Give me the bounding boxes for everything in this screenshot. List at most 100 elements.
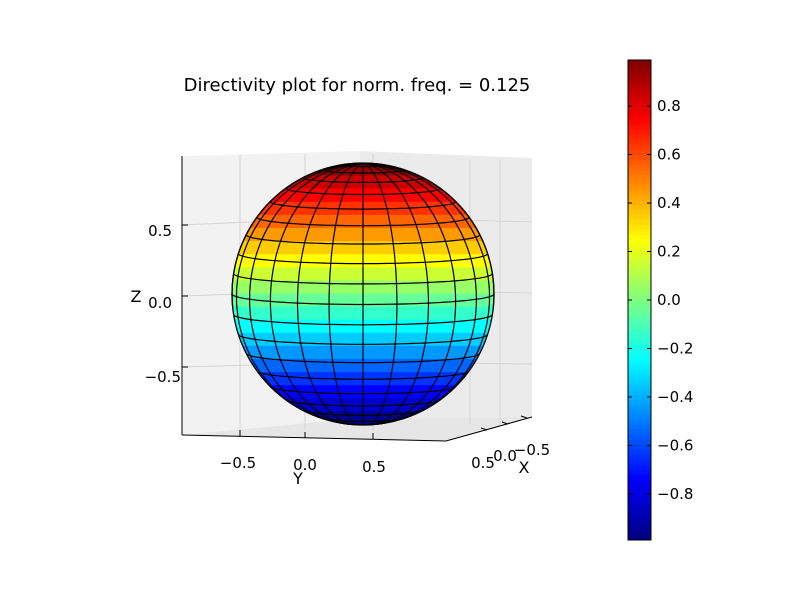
colorbar-strip: [628, 334, 651, 341]
colorbar-tick-label: −0.2: [657, 339, 693, 357]
colorbar-strip: [628, 524, 651, 531]
colorbar-strip: [628, 104, 651, 111]
colorbar-strip: [628, 464, 651, 471]
colorbar-strip: [628, 184, 651, 191]
colorbar-strip: [628, 214, 651, 221]
colorbar-strip: [628, 234, 651, 241]
colorbar-strip: [628, 509, 651, 516]
colorbar-tick-label: −0.4: [657, 388, 693, 406]
colorbar-strip: [628, 154, 651, 161]
longitude-line: [362, 162, 491, 420]
colorbar-strip: [628, 239, 651, 246]
colorbar-tick-label: 0.0: [657, 291, 681, 309]
colorbar-strip: [628, 294, 651, 301]
colorbar-strip: [628, 459, 651, 466]
colorbar-strip: [628, 449, 651, 456]
colorbar-strip: [628, 79, 651, 86]
colorbar-strip: [628, 364, 651, 371]
colorbar-tick-label: 0.4: [657, 194, 681, 212]
longitude-line: [248, 162, 364, 425]
colorbar-strip: [628, 254, 651, 261]
colorbar-strip: [628, 394, 651, 401]
z-tick-label: 0.5: [148, 222, 172, 240]
colorbar-tick-label: −0.8: [657, 485, 693, 503]
colorbar-strip: [628, 514, 651, 521]
colorbar-strip: [628, 419, 651, 426]
colorbar-strip: [628, 404, 651, 411]
colorbar-strip: [628, 374, 651, 381]
colorbar-strip: [628, 429, 651, 436]
colorbar-strip: [628, 219, 651, 226]
colorbar-strip: [628, 329, 651, 336]
colorbar-tick-label: −0.6: [657, 436, 693, 454]
colorbar-strip: [628, 534, 651, 541]
colorbar-strip: [628, 209, 651, 216]
colorbar-strip: [628, 424, 651, 431]
axis-ticks: 0.5 0.0 −0.5 Z −0.5 0.0 0.5 Y 0.5 0.0 −0…: [131, 222, 551, 488]
longitude-line: [362, 162, 398, 426]
x-tick-label: −0.5: [514, 441, 550, 459]
colorbar-strip: [628, 319, 651, 326]
colorbar-strip: [628, 279, 651, 286]
colorbar: −0.8 −0.6 −0.4 −0.2 0.0 0.2 0.4 0.6 0.8: [627, 59, 693, 541]
colorbar-strip: [628, 169, 651, 176]
x-axis-label: X: [519, 458, 530, 477]
z-axis-label: Z: [131, 287, 142, 306]
colorbar-strip: [628, 379, 651, 386]
colorbar-strip: [628, 439, 651, 446]
colorbar-strip: [628, 434, 651, 441]
colorbar-strip: [628, 469, 651, 476]
y-tick-label: 0.0: [293, 456, 317, 474]
x-tick-mark: [480, 427, 488, 431]
x-tick-label: 0.0: [493, 447, 517, 465]
x-tick-mark: [520, 415, 528, 419]
colorbar-gradient: [628, 59, 651, 541]
chart-title: Directivity plot for norm. freq. = 0.125: [184, 75, 531, 96]
colorbar-strip: [628, 349, 651, 356]
colorbar-strip: [628, 474, 651, 481]
x-axis-line: [445, 416, 533, 442]
colorbar-strip: [628, 94, 651, 101]
colorbar-ticks: −0.8 −0.6 −0.4 −0.2 0.0 0.2 0.4 0.6 0.8: [628, 97, 693, 503]
colorbar-strip: [628, 229, 651, 236]
colorbar-tick-label: 0.8: [657, 97, 681, 115]
colorbar-strip: [628, 149, 651, 156]
colorbar-strip: [628, 259, 651, 266]
colorbar-strip: [628, 199, 651, 206]
colorbar-strip: [628, 109, 651, 116]
colorbar-strip: [628, 409, 651, 416]
longitude-line: [362, 162, 430, 426]
colorbar-strip: [628, 499, 651, 506]
colorbar-strip: [628, 244, 651, 251]
directivity-sphere: [231, 162, 495, 426]
colorbar-strip: [628, 264, 651, 271]
colorbar-strip: [628, 224, 651, 231]
colorbar-strip: [628, 89, 651, 96]
colorbar-strip: [628, 249, 651, 256]
longitude-line: [296, 162, 364, 426]
colorbar-strip: [628, 284, 651, 291]
colorbar-strip: [628, 389, 651, 396]
colorbar-strip: [628, 84, 651, 91]
colorbar-strip: [628, 129, 651, 136]
colorbar-strip: [628, 74, 651, 81]
colorbar-strip: [628, 114, 651, 121]
colorbar-strip: [628, 179, 651, 186]
colorbar-strip: [628, 444, 651, 451]
colorbar-strip: [628, 64, 651, 71]
colorbar-strip: [628, 489, 651, 496]
colorbar-strip: [628, 164, 651, 171]
z-tick-label: −0.5: [145, 368, 181, 386]
colorbar-tick-label: 0.6: [657, 146, 681, 164]
colorbar-strip: [628, 144, 651, 151]
colorbar-strip: [628, 359, 651, 366]
longitude-line: [328, 162, 364, 426]
z-tick-label: 0.0: [148, 294, 172, 312]
colorbar-strip: [628, 519, 651, 526]
colorbar-strip: [628, 69, 651, 76]
colorbar-strip: [628, 454, 651, 461]
colorbar-strip: [628, 529, 651, 536]
colorbar-strip: [628, 204, 651, 211]
colorbar-strip: [628, 59, 651, 66]
